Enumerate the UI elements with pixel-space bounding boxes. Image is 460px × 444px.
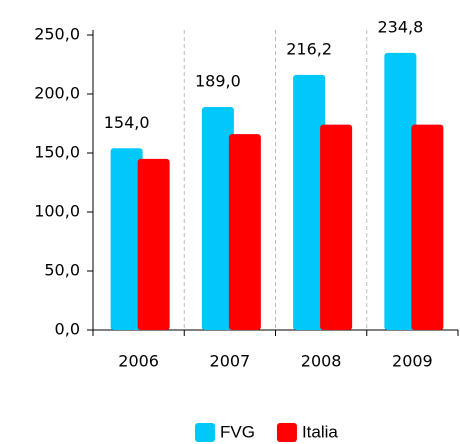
bar <box>137 158 170 330</box>
y-tick-label: 150,0 <box>34 143 80 162</box>
x-tick-label: 2006 <box>118 352 159 371</box>
bar <box>320 124 353 331</box>
y-tick-label: 200,0 <box>34 84 80 103</box>
bar <box>384 52 417 330</box>
data-label: 216,2 <box>286 39 332 58</box>
data-label: 189,0 <box>195 71 241 90</box>
bar <box>228 134 261 330</box>
legend-label: FVG <box>220 422 255 441</box>
x-tick-label: 2007 <box>210 352 251 371</box>
y-tick-label: 0,0 <box>55 320 80 339</box>
y-tick-label: 50,0 <box>44 261 80 280</box>
x-tick-label: 2009 <box>392 352 433 371</box>
data-label: 234,8 <box>377 17 423 36</box>
y-tick-label: 100,0 <box>34 202 80 221</box>
legend-swatch <box>276 423 297 442</box>
x-tick-label: 2008 <box>301 352 342 371</box>
bar <box>293 74 326 330</box>
legend-label: Italia <box>302 422 338 441</box>
bar <box>411 124 444 331</box>
legend-swatch <box>195 423 215 442</box>
bar <box>201 106 234 330</box>
y-tick-label: 250,0 <box>34 25 80 44</box>
data-label: 154,0 <box>104 113 150 132</box>
bar <box>110 148 143 330</box>
